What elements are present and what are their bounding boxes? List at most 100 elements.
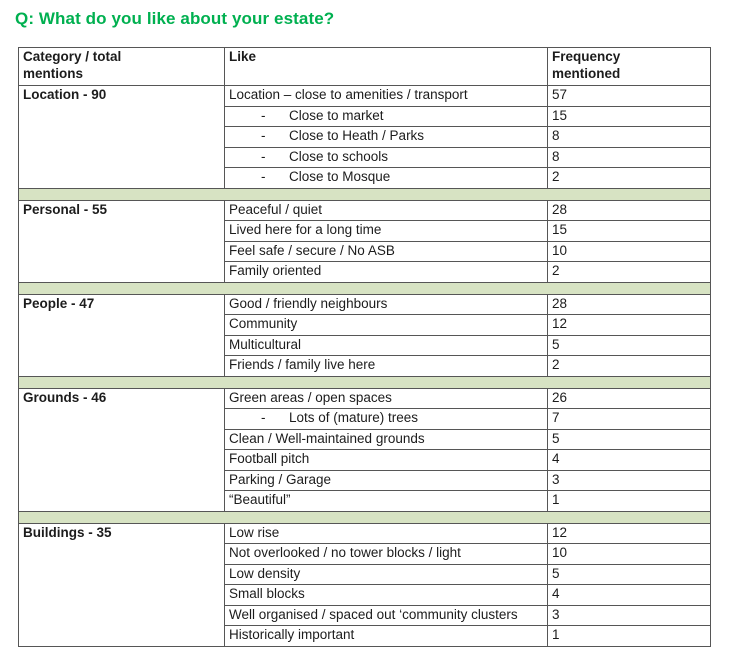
- like-cell: “Beautiful”: [224, 490, 548, 512]
- like-cell: - Close to schools: [224, 146, 548, 168]
- like-text: Family oriented: [229, 263, 322, 278]
- header-frequency: Frequency mentioned: [547, 47, 711, 86]
- category-cell: Location - 90: [18, 85, 225, 189]
- frequency-cell: 5: [547, 428, 711, 450]
- table-row: - Close to schools 8: [19, 146, 711, 168]
- table-body: Location - 90 Location – close to ameniti…: [18, 85, 711, 647]
- like-cell: Location – close to amenities / transpor…: [224, 85, 548, 107]
- table-row: Family oriented 2: [19, 261, 711, 283]
- like-cell: Low density: [224, 563, 548, 585]
- sub-item-dash: -: [261, 169, 266, 184]
- frequency-cell: 4: [547, 449, 711, 471]
- section-separator-row: [18, 510, 711, 524]
- section-separator-row: [18, 187, 711, 201]
- frequency-cell: 8: [547, 146, 711, 168]
- like-text: Location – close to amenities / transpor…: [229, 87, 468, 102]
- section-separator-row: [18, 375, 711, 389]
- frequency-cell: 2: [547, 261, 711, 283]
- like-text: Low density: [229, 565, 301, 581]
- like-cell: - Lots of (mature) trees: [224, 408, 548, 430]
- like-text: Close to Heath / Parks: [289, 128, 425, 143]
- table-row: Low density 5: [19, 563, 711, 585]
- like-cell: Good / friendly neighbours: [224, 293, 548, 315]
- frequency-cell: 15: [547, 220, 711, 242]
- frequency-cell: 10: [547, 240, 711, 262]
- like-text: Low rise: [229, 524, 280, 540]
- header-row: Category / total mentions Like Frequency…: [18, 47, 711, 86]
- table-row: Small blocks 4: [19, 584, 711, 606]
- frequency-cell: 1: [547, 625, 711, 647]
- like-text: Peaceful / quiet: [229, 201, 323, 217]
- table-row: Grounds - 46 Green areas / open spaces 26: [18, 387, 711, 512]
- category-cell: Personal - 55: [18, 199, 225, 283]
- like-text: Good / friendly neighbours: [229, 295, 388, 311]
- sub-item-dash: -: [261, 107, 266, 123]
- table-row: Community 12: [19, 314, 711, 336]
- like-text: Football pitch: [229, 451, 310, 466]
- frequency-cell: 26: [547, 387, 711, 409]
- frequency-cell: 1: [547, 490, 711, 512]
- like-text: “Beautiful”: [229, 492, 291, 507]
- like-text: Parking / Garage: [229, 471, 332, 487]
- like-cell: Low rise: [224, 522, 548, 544]
- like-cell: Small blocks: [224, 584, 548, 606]
- like-text: Well organised / spaced out ‘community c…: [229, 606, 518, 622]
- header-category-line2: mentions: [23, 65, 84, 81]
- like-text: Lived here for a long time: [229, 222, 382, 237]
- frequency-cell: 3: [547, 604, 711, 626]
- frequency-cell: 15: [547, 105, 711, 127]
- header-like: Like: [224, 47, 548, 86]
- like-cell: Football pitch: [224, 449, 548, 471]
- like-cell: - Close to Heath / Parks: [224, 126, 548, 148]
- table-row: Location - 90 Location – close to ameniti…: [18, 85, 711, 189]
- like-text: Green areas / open spaces: [229, 389, 392, 405]
- frequency-cell: 12: [547, 314, 711, 336]
- section-separator-cell: [18, 187, 711, 201]
- like-cell: Family oriented: [224, 261, 548, 283]
- table-row: People - 47 Good / friendly neighbours 28: [18, 293, 711, 377]
- frequency-cell: 28: [547, 293, 711, 315]
- frequency-cell: 7: [547, 408, 711, 430]
- category-cell: Buildings - 35: [18, 522, 225, 647]
- like-cell: Green areas / open spaces: [224, 387, 548, 409]
- like-cell: Historically important: [224, 625, 548, 647]
- section-separator-cell: [18, 281, 711, 295]
- frequency-cell: 5: [547, 334, 711, 356]
- estate-likes-table: Category / total mentions Like Frequency…: [18, 47, 711, 647]
- frequency-cell: 57: [547, 85, 711, 107]
- like-text: Not overlooked / no tower blocks / light: [229, 545, 461, 560]
- like-text: Small blocks: [229, 586, 305, 601]
- like-text: Close to market: [289, 107, 384, 123]
- frequency-cell: 28: [547, 199, 711, 221]
- frequency-cell: 12: [547, 522, 711, 544]
- table-row: - Close to Heath / Parks 8: [19, 126, 711, 148]
- like-text: Close to Mosque: [289, 169, 391, 184]
- table-row: “Beautiful” 1: [19, 490, 711, 512]
- frequency-cell: 2: [547, 167, 711, 189]
- table-row: Historically important 1: [19, 625, 711, 647]
- frequency-cell: 8: [547, 126, 711, 148]
- sub-item-dash: -: [261, 128, 266, 143]
- header-category: Category / total mentions: [18, 47, 225, 86]
- like-cell: Peaceful / quiet: [224, 199, 548, 221]
- category-cell: Grounds - 46: [18, 387, 225, 512]
- section-separator-cell: [18, 510, 711, 524]
- frequency-cell: 3: [547, 469, 711, 491]
- table-row: Lived here for a long time 15: [19, 220, 711, 242]
- header-frequency-line2: mentioned: [552, 65, 621, 81]
- like-cell: Feel safe / secure / No ASB: [224, 240, 548, 262]
- like-cell: - Close to market: [224, 105, 548, 127]
- like-text: Community: [229, 316, 298, 331]
- like-text: Lots of (mature) trees: [289, 410, 419, 425]
- like-cell: - Close to Mosque: [224, 167, 548, 189]
- frequency-cell: 2: [547, 355, 711, 377]
- sub-item-dash: -: [261, 148, 266, 164]
- header-like-line1: Like: [229, 49, 257, 64]
- like-text: Historically important: [229, 627, 355, 642]
- like-cell: Not overlooked / no tower blocks / light: [224, 543, 548, 565]
- like-cell: Parking / Garage: [224, 469, 548, 491]
- frequency-cell: 4: [547, 584, 711, 606]
- like-text: Clean / Well-maintained grounds: [229, 430, 425, 446]
- header-frequency-line1: Frequency: [552, 49, 621, 64]
- table-row: - Close to Mosque 2: [19, 167, 711, 189]
